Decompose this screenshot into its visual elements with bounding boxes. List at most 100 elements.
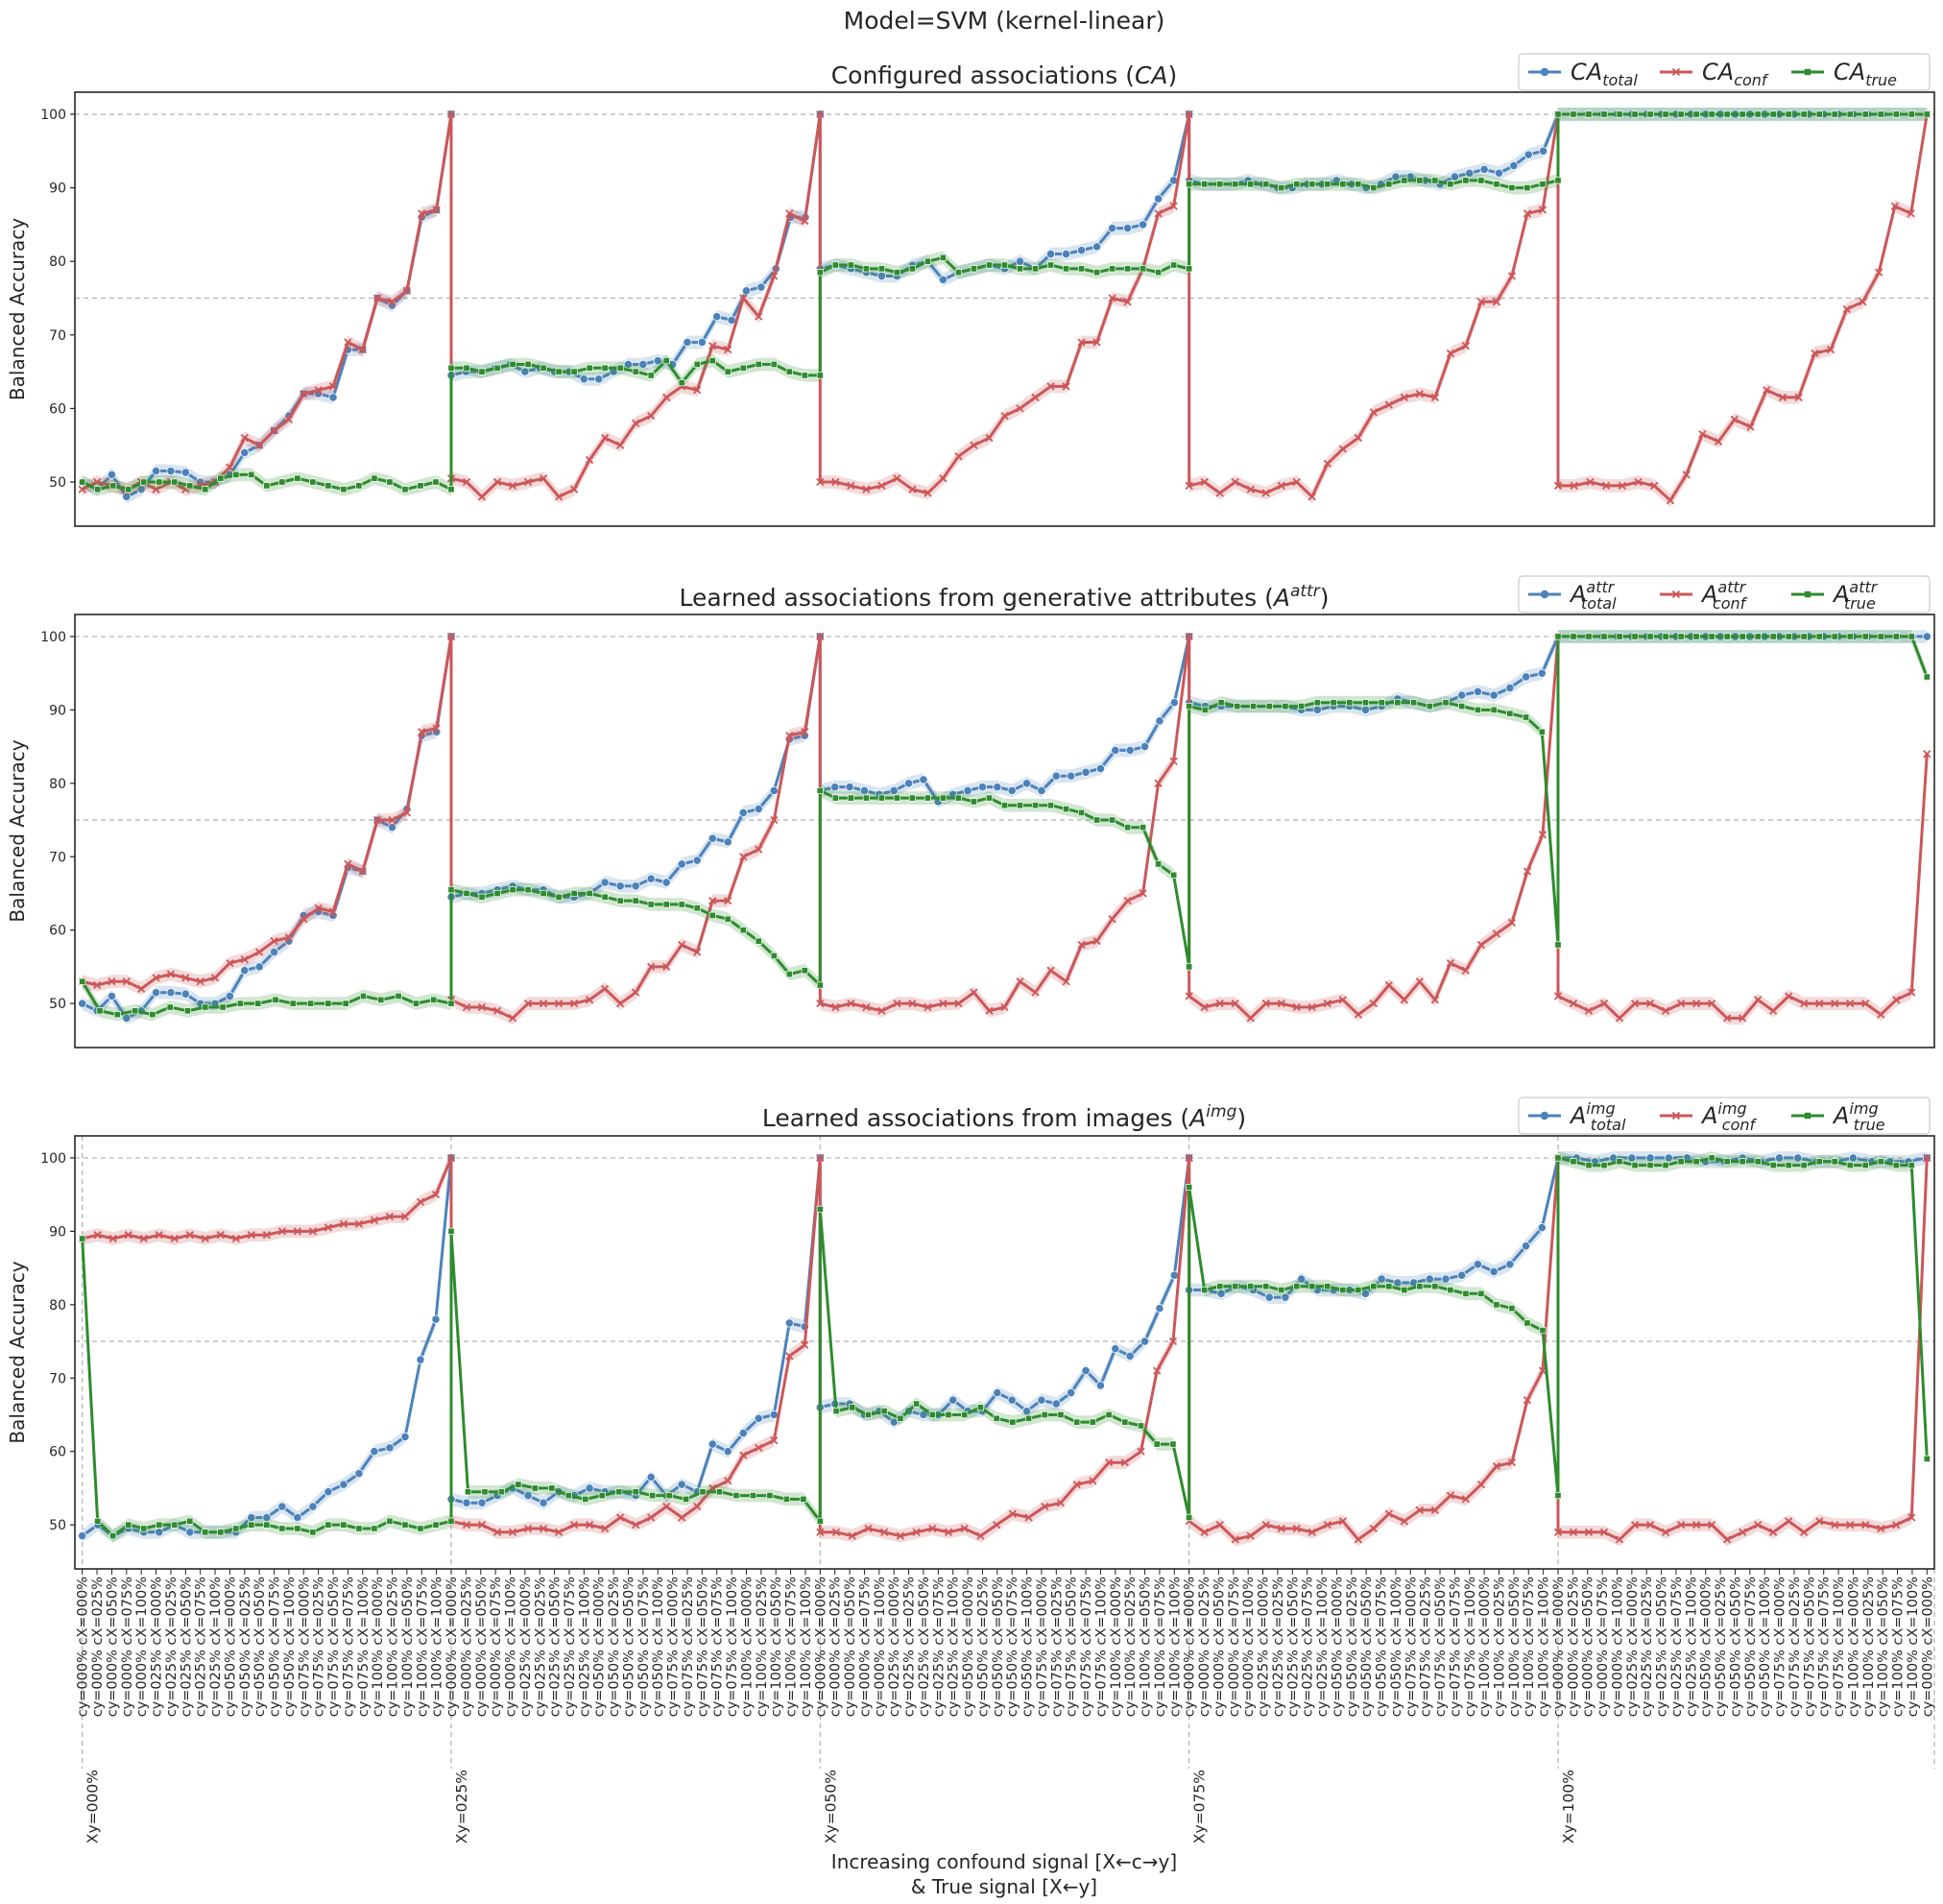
- data-point: [1778, 393, 1787, 402]
- data-point: [1892, 633, 1900, 640]
- x-tick-label: cy=075% cX=025%: [681, 1577, 696, 1717]
- data-point: [1426, 703, 1433, 711]
- data-point: [1646, 1162, 1654, 1169]
- x-tick-label: cy=025% cX=100%: [947, 1577, 962, 1717]
- x-tick-label: cy=025% cX=050%: [917, 1577, 932, 1717]
- data-point: [1430, 393, 1440, 402]
- data-point: [1277, 1000, 1285, 1008]
- data-point: [1185, 632, 1193, 641]
- data-point: [1037, 1395, 1046, 1405]
- data-point: [509, 360, 516, 369]
- data-point: [1458, 703, 1466, 711]
- legend-item-total: Aattr total: [1528, 578, 1617, 613]
- data-point: [1155, 1304, 1164, 1314]
- x-tick-label: cy=025% cX=075%: [931, 1577, 947, 1717]
- data-point: [481, 1488, 489, 1496]
- data-point: [993, 1414, 1000, 1422]
- data-point: [864, 1410, 873, 1419]
- data-point: [1815, 1000, 1824, 1008]
- data-point: [1045, 249, 1056, 259]
- series-conf: [78, 108, 1931, 508]
- legend-item-true: CAtrue: [1791, 59, 1897, 89]
- data-point: [1846, 633, 1854, 640]
- data-point: [1361, 699, 1370, 707]
- data-point: [431, 1191, 441, 1199]
- data-point: [631, 881, 640, 891]
- y-tick-label: 60: [49, 1445, 66, 1460]
- data-point: [432, 1521, 440, 1529]
- data-point: [1400, 1517, 1408, 1526]
- data-point: [939, 794, 947, 802]
- data-point: [284, 415, 294, 424]
- data-point: [140, 478, 148, 486]
- data-point: [615, 1488, 623, 1496]
- data-point: [1265, 703, 1273, 711]
- data-point: [1907, 988, 1916, 997]
- data-point: [1708, 633, 1715, 640]
- x-group-label: Xy=000%: [84, 1770, 102, 1844]
- x-tick-label: cy=025% cX=075%: [1669, 1577, 1685, 1717]
- data-point: [1800, 1528, 1809, 1536]
- data-point: [515, 1481, 522, 1488]
- data-point: [255, 948, 264, 956]
- data-point: [1093, 816, 1101, 824]
- data-point: [1769, 633, 1777, 640]
- data-point: [1124, 265, 1132, 273]
- data-point: [1121, 1418, 1129, 1426]
- data-point: [1246, 485, 1255, 494]
- data-point: [1861, 110, 1869, 118]
- data-point: [344, 859, 352, 869]
- x-tick-label: cy=075% cX=000%: [1403, 1577, 1419, 1717]
- data-point: [677, 1480, 686, 1489]
- legend-label: Aimg total: [1569, 1099, 1626, 1134]
- data-point: [402, 286, 412, 295]
- data-point: [785, 368, 793, 375]
- data-point: [1473, 1260, 1483, 1269]
- data-point: [801, 967, 808, 975]
- data-point: [94, 1517, 102, 1525]
- data-point: [309, 1529, 317, 1536]
- data-point: [708, 911, 716, 919]
- data-point: [816, 1153, 825, 1163]
- data-point: [493, 364, 501, 372]
- data-point: [278, 478, 286, 486]
- data-point: [770, 952, 778, 959]
- panel-title: Learned associations from images (Aimg): [762, 1102, 1246, 1132]
- data-point: [976, 1404, 984, 1411]
- data-point: [615, 881, 625, 891]
- data-point: [683, 337, 692, 348]
- data-point: [202, 1529, 209, 1536]
- data-point: [272, 996, 279, 1003]
- data-point: [1186, 265, 1193, 273]
- x-tick-label: cy=000% cX=075%: [1227, 1577, 1242, 1717]
- x-tick-label: cy=100% cX=000%: [1109, 1577, 1124, 1717]
- data-point: [770, 1436, 779, 1445]
- data-point: [1815, 1517, 1824, 1526]
- x-tick-label: cy=025% cX=075%: [1301, 1577, 1316, 1717]
- data-point: [1323, 459, 1331, 469]
- data-point: [400, 1432, 410, 1442]
- data-point: [708, 1439, 717, 1449]
- data-point: [492, 1006, 502, 1015]
- data-point: [1155, 716, 1164, 726]
- x-tick-label: cy=000% cX=025%: [90, 1577, 106, 1717]
- data-point: [816, 109, 825, 119]
- data-point: [1346, 699, 1354, 707]
- y-tick-label: 100: [40, 630, 66, 645]
- data-point: [985, 794, 994, 802]
- data-point: [1139, 220, 1148, 229]
- data-point: [1338, 445, 1347, 453]
- data-point: [171, 478, 179, 486]
- data-point: [1293, 1283, 1301, 1290]
- x-tick-label: cy=050% cX=025%: [1714, 1577, 1729, 1717]
- data-point: [1061, 249, 1071, 259]
- panel-title: Configured associations (CA): [831, 61, 1178, 89]
- data-point: [170, 1234, 179, 1243]
- data-point: [697, 337, 707, 348]
- x-tick-label: cy=100% cX=050%: [1139, 1577, 1154, 1717]
- data-point: [540, 364, 547, 372]
- data-point: [754, 804, 763, 814]
- data-point: [78, 999, 87, 1008]
- data-point: [1007, 1395, 1017, 1405]
- data-point: [1666, 496, 1675, 505]
